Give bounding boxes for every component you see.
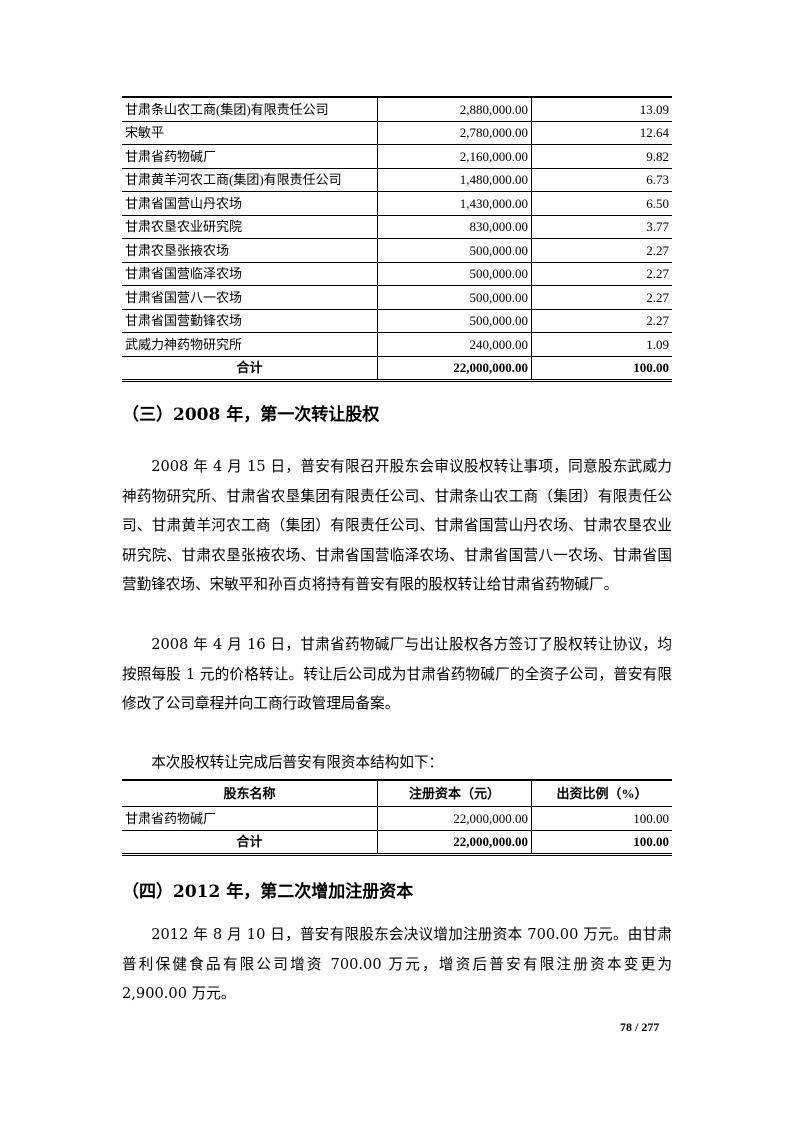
table-row: 武威力神药物研究所 240,000.00 1.09 <box>122 332 672 357</box>
ratio: 6.50 <box>531 191 672 216</box>
total-ratio: 100.00 <box>531 829 672 856</box>
paragraph: 2008 年 4 月 15 日，普安有限召开股东会审议股权转让事项，同意股东武威… <box>122 458 672 594</box>
ratio: 9.82 <box>531 144 672 169</box>
ratio: 2.27 <box>531 238 672 263</box>
capital: 500,000.00 <box>377 308 532 333</box>
section-heading-4: （四）2012 年，第二次增加注册资本 <box>122 882 414 902</box>
column-header: 出资比例（%） <box>531 779 672 807</box>
shareholder-name: 甘肃条山农工商(集团)有限责任公司 <box>122 96 378 122</box>
total-ratio: 100.00 <box>531 355 672 382</box>
table-row: 甘肃条山农工商(集团)有限责任公司 2,880,000.00 13.09 <box>122 96 672 122</box>
capital: 22,000,000.00 <box>377 806 532 831</box>
page-number: 78 / 277 <box>620 1020 660 1034</box>
ratio: 2.27 <box>531 261 672 286</box>
table-row: 甘肃省国营山丹农场 1,430,000.00 6.50 <box>122 191 672 216</box>
ratio: 3.77 <box>531 214 672 239</box>
shareholder-table-before: 甘肃条山农工商(集团)有限责任公司 2,880,000.00 13.09 宋敏平 2,7… <box>122 96 672 382</box>
total-row: 合计 22,000,000.00 100.00 <box>122 829 672 856</box>
column-header: 股东名称 <box>122 779 378 807</box>
capital: 240,000.00 <box>377 332 532 357</box>
table-row: 甘肃省药物碱厂 22,000,000.00 100.00 <box>122 806 672 831</box>
paragraph: 2008 年 4 月 16 日，甘肃省药物碱厂与出让股权各方签订了股权转让协议，… <box>122 636 672 713</box>
capital: 500,000.00 <box>377 238 532 263</box>
shareholder-name: 甘肃省国营八一农场 <box>122 285 378 310</box>
ratio: 1.09 <box>531 332 672 357</box>
capital: 2,880,000.00 <box>377 96 532 122</box>
section-heading-3: （三）2008 年，第一次转让股权 <box>122 405 380 425</box>
capital: 830,000.00 <box>377 214 532 239</box>
shareholder-name: 甘肃农垦农业研究院 <box>122 214 378 239</box>
table-row: 甘肃农垦张掖农场 500,000.00 2.27 <box>122 238 672 263</box>
total-capital: 22,000,000.00 <box>377 829 532 856</box>
paragraph: 本次股权转让完成后普安有限资本结构如下： <box>151 754 444 771</box>
table-row: 甘肃省国营临泽农场 500,000.00 2.27 <box>122 261 672 286</box>
shareholder-table-after: 股东名称 注册资本（元） 出资比例（%） 甘肃省药物碱厂 22,000,000.… <box>122 779 672 856</box>
ratio: 100.00 <box>531 806 672 831</box>
shareholder-name: 甘肃黄羊河农工商(集团)有限责任公司 <box>122 167 378 192</box>
shareholder-name: 宋敏平 <box>122 120 378 145</box>
ratio: 12.64 <box>531 120 672 145</box>
total-label: 合计 <box>122 829 378 856</box>
capital: 1,480,000.00 <box>377 167 532 192</box>
capital: 1,430,000.00 <box>377 191 532 216</box>
shareholder-name: 甘肃省国营勤锋农场 <box>122 308 378 333</box>
table-row: 甘肃黄羊河农工商(集团)有限责任公司 1,480,000.00 6.73 <box>122 167 672 192</box>
capital: 500,000.00 <box>377 285 532 310</box>
table-row: 甘肃省国营八一农场 500,000.00 2.27 <box>122 285 672 310</box>
total-row: 合计 22,000,000.00 100.00 <box>122 355 672 382</box>
shareholder-name: 武威力神药物研究所 <box>122 332 378 357</box>
paragraph: 2012 年 8 月 10 日，普安有限股东会决议增加注册资本 700.00 万… <box>122 926 672 1003</box>
capital: 2,780,000.00 <box>377 120 532 145</box>
total-capital: 22,000,000.00 <box>377 355 532 382</box>
ratio: 13.09 <box>531 96 672 122</box>
shareholder-name: 甘肃省国营临泽农场 <box>122 261 378 286</box>
ratio: 6.73 <box>531 167 672 192</box>
shareholder-name: 甘肃省国营山丹农场 <box>122 191 378 216</box>
table-row: 甘肃省国营勤锋农场 500,000.00 2.27 <box>122 308 672 333</box>
shareholder-name: 甘肃省药物碱厂 <box>122 144 378 169</box>
total-label: 合计 <box>122 355 378 382</box>
shareholder-name: 甘肃农垦张掖农场 <box>122 238 378 263</box>
capital: 2,160,000.00 <box>377 144 532 169</box>
column-header: 注册资本（元） <box>377 779 532 807</box>
capital: 500,000.00 <box>377 261 532 286</box>
ratio: 2.27 <box>531 285 672 310</box>
table-row: 甘肃省药物碱厂 2,160,000.00 9.82 <box>122 144 672 169</box>
table-row: 宋敏平 2,780,000.00 12.64 <box>122 120 672 145</box>
shareholder-name: 甘肃省药物碱厂 <box>122 806 378 831</box>
table-row: 甘肃农垦农业研究院 830,000.00 3.77 <box>122 214 672 239</box>
ratio: 2.27 <box>531 308 672 333</box>
